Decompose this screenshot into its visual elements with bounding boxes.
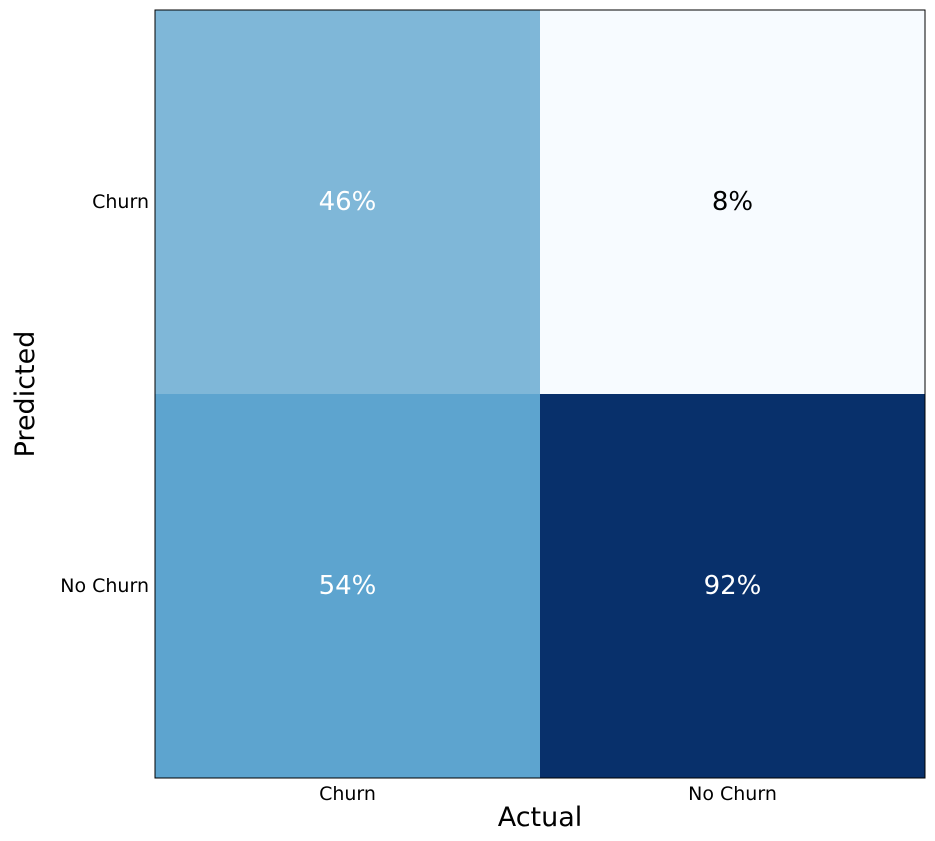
- heatmap-cell-labels: 46% 8% 54% 92%: [319, 187, 762, 601]
- heatmap-cell-label: 8%: [712, 187, 753, 217]
- plot-frame: [154, 9, 926, 779]
- heatmap-cells: [155, 10, 925, 778]
- heatmap-cell-label: 54%: [319, 571, 377, 601]
- y-tick-labels: Churn No Churn: [60, 191, 149, 597]
- heatmap-cell: [155, 394, 540, 778]
- x-axis-label: Actual: [498, 802, 583, 833]
- heatmap-cell: [155, 10, 540, 394]
- y-tick-label: Churn: [92, 191, 149, 213]
- heatmap-cell: [540, 394, 925, 778]
- heatmap-cell-label: 46%: [319, 187, 377, 217]
- x-tick-label: Churn: [319, 783, 376, 805]
- x-tick-labels: Churn No Churn: [319, 783, 777, 805]
- heatmap-cell-label: 92%: [704, 571, 762, 601]
- y-axis-label: Predicted: [10, 331, 41, 458]
- x-tick-label: No Churn: [688, 783, 777, 805]
- heatmap-cell: [540, 10, 925, 394]
- y-tick-label: No Churn: [60, 575, 149, 597]
